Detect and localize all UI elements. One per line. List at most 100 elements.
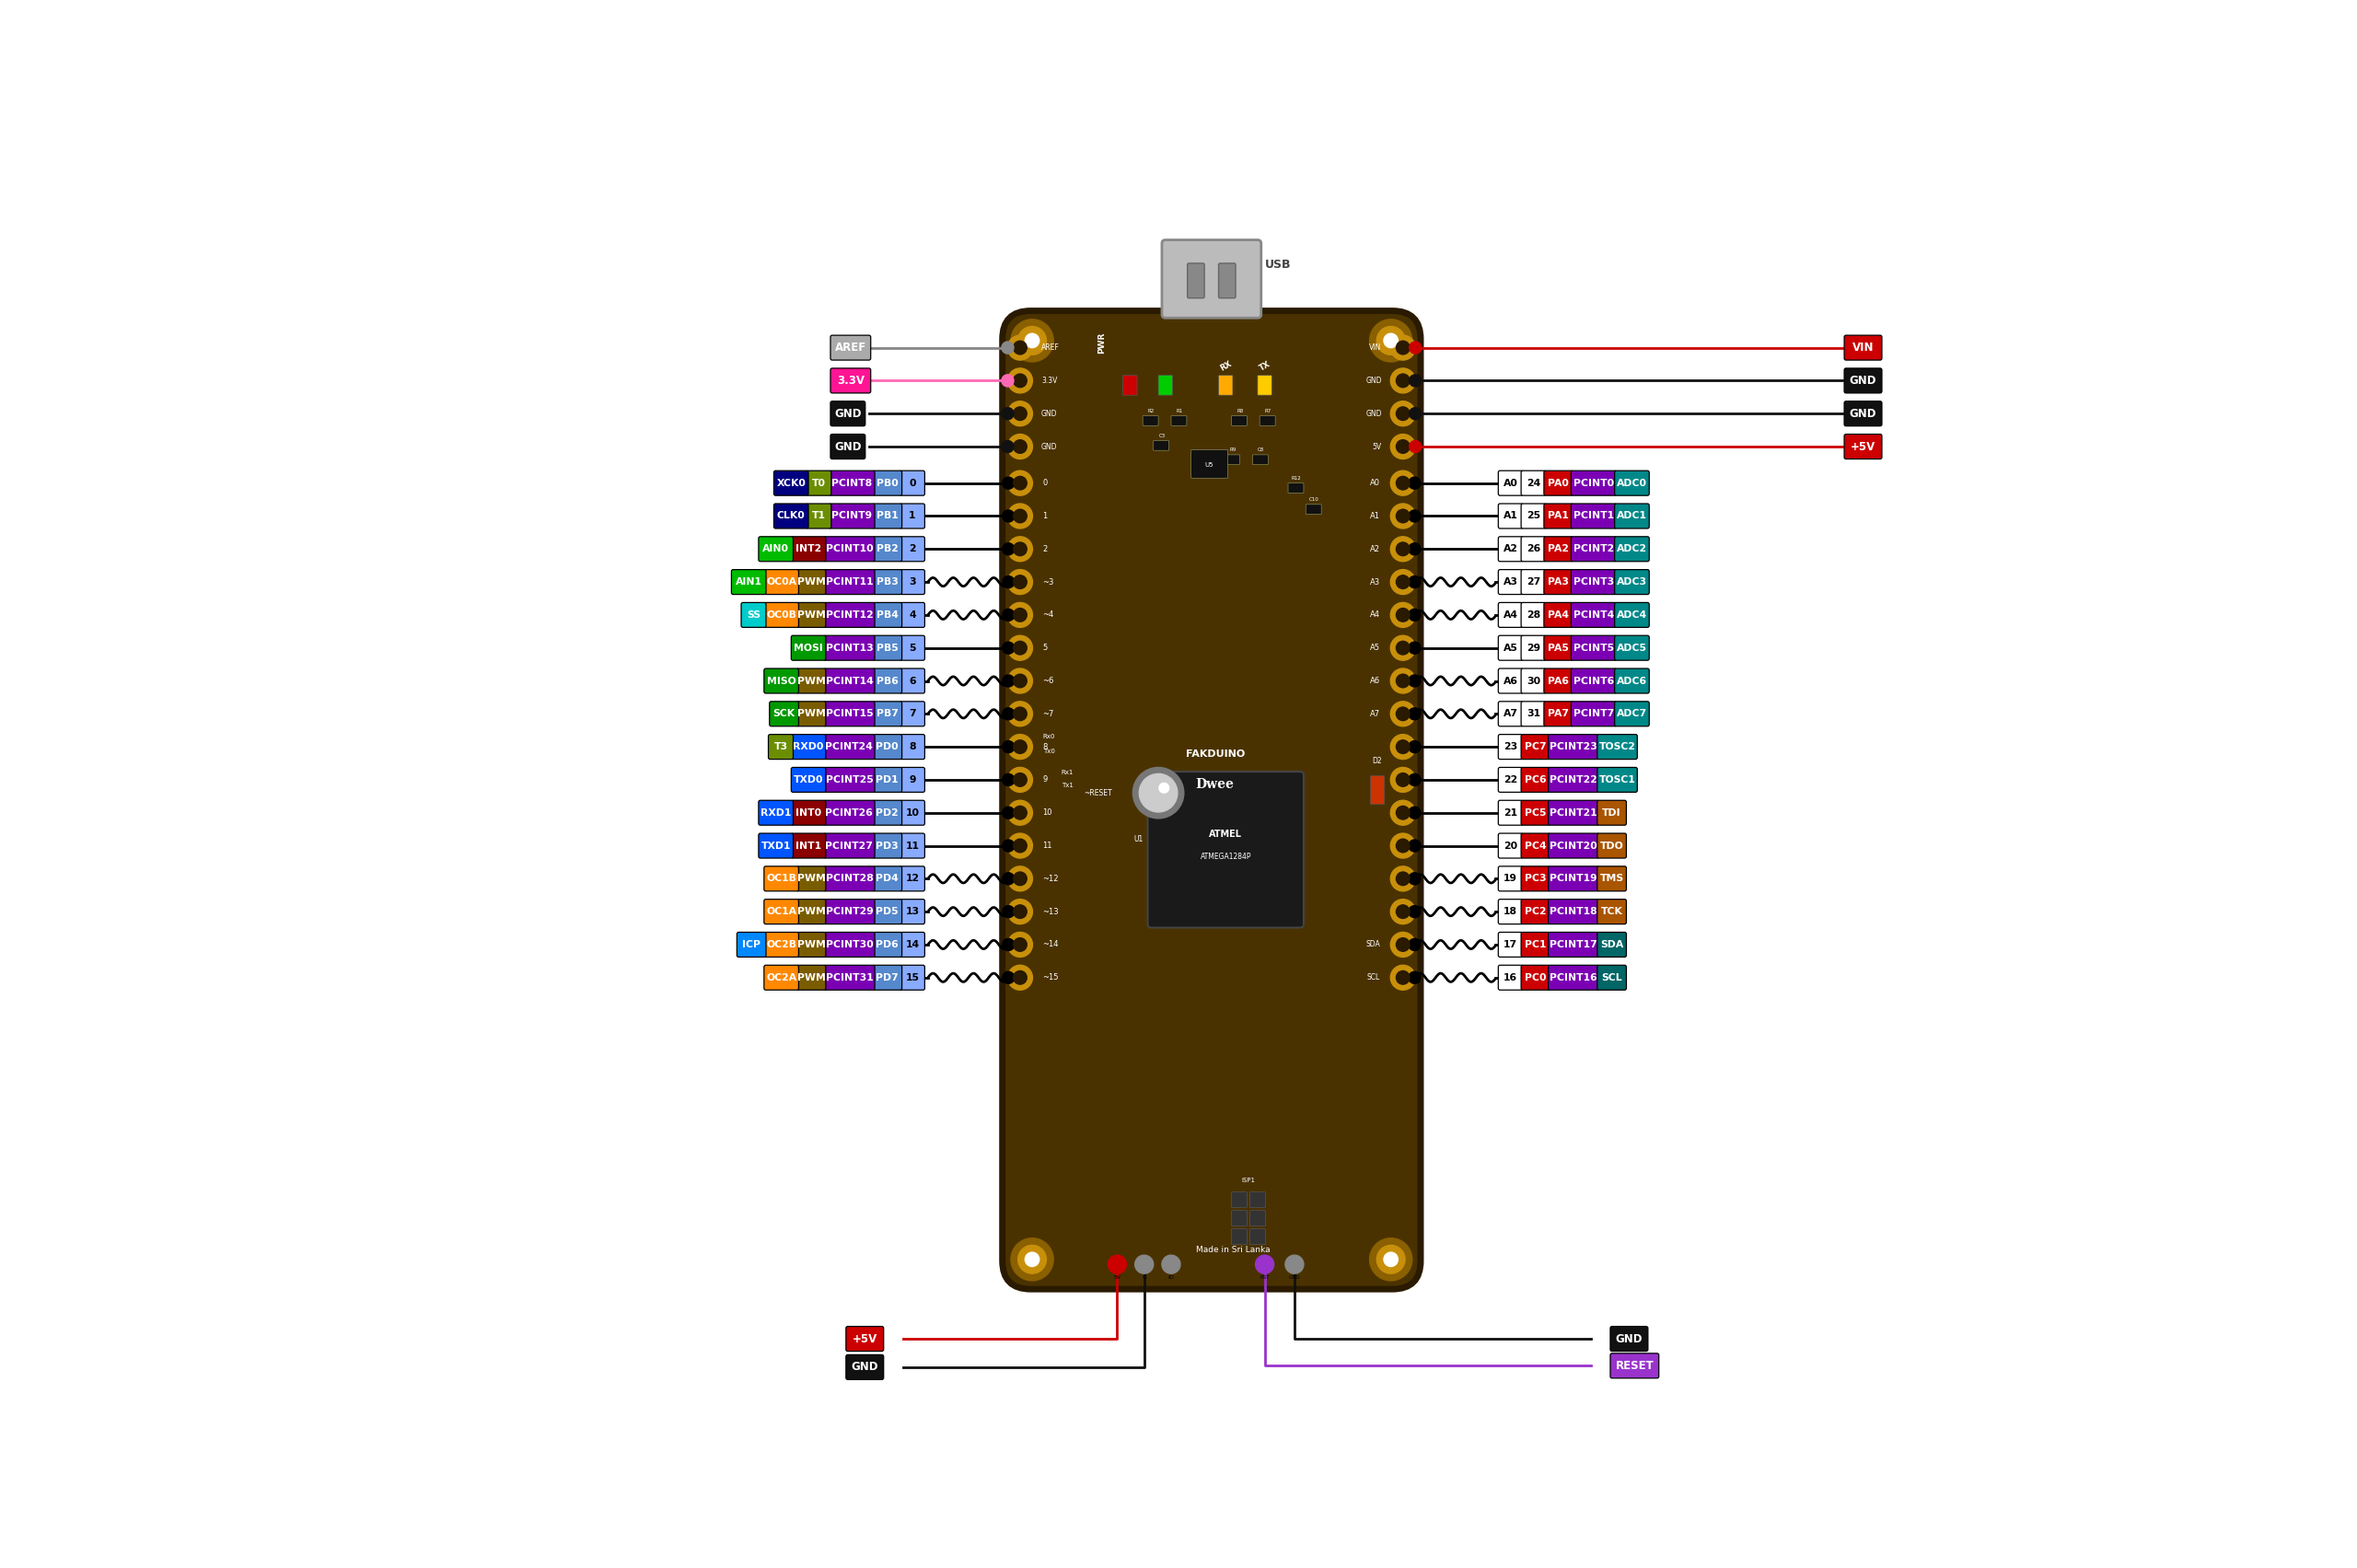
- FancyBboxPatch shape: [797, 898, 825, 924]
- FancyBboxPatch shape: [900, 536, 924, 561]
- Text: 19: 19: [1504, 873, 1518, 883]
- Text: PA0: PA0: [1549, 478, 1570, 488]
- Text: A1: A1: [1369, 511, 1381, 521]
- FancyBboxPatch shape: [764, 569, 799, 594]
- FancyBboxPatch shape: [825, 635, 874, 660]
- Text: T3: T3: [773, 742, 787, 751]
- Text: VIN: VIN: [1853, 342, 1874, 354]
- Circle shape: [1009, 668, 1032, 693]
- Text: PD3: PD3: [877, 840, 898, 850]
- Text: TCK: TCK: [1600, 906, 1624, 916]
- FancyBboxPatch shape: [1549, 833, 1600, 858]
- Circle shape: [1391, 434, 1414, 459]
- Circle shape: [1391, 866, 1414, 891]
- Text: RESET: RESET: [1615, 1359, 1655, 1372]
- FancyBboxPatch shape: [764, 898, 799, 924]
- Text: RXD0: RXD0: [792, 742, 825, 751]
- Text: 6: 6: [910, 676, 917, 685]
- Circle shape: [1409, 510, 1421, 522]
- FancyBboxPatch shape: [872, 933, 903, 956]
- Text: AREF: AREF: [834, 342, 867, 354]
- Text: 7: 7: [910, 709, 917, 718]
- Text: GND: GND: [1365, 376, 1381, 384]
- Circle shape: [1011, 320, 1054, 362]
- Circle shape: [1391, 933, 1414, 956]
- Text: 11: 11: [905, 840, 919, 850]
- FancyBboxPatch shape: [825, 898, 874, 924]
- Text: PCINT26: PCINT26: [825, 808, 872, 817]
- Text: ~13: ~13: [1042, 908, 1058, 916]
- Text: A1: A1: [1504, 511, 1518, 521]
- Text: MOSI: MOSI: [794, 643, 823, 652]
- FancyBboxPatch shape: [1615, 602, 1650, 627]
- Text: GND: GND: [851, 1361, 879, 1374]
- Text: ~7: ~7: [1042, 710, 1054, 718]
- Circle shape: [1384, 1253, 1398, 1267]
- Text: PCINT10: PCINT10: [825, 544, 872, 554]
- FancyBboxPatch shape: [1549, 866, 1600, 891]
- Text: PD2: PD2: [877, 808, 898, 817]
- Circle shape: [1395, 674, 1409, 688]
- FancyBboxPatch shape: [830, 470, 874, 495]
- Circle shape: [1009, 767, 1032, 792]
- Circle shape: [1391, 767, 1414, 792]
- Text: 9: 9: [910, 775, 917, 784]
- Circle shape: [1395, 773, 1409, 787]
- FancyBboxPatch shape: [1615, 701, 1650, 726]
- FancyBboxPatch shape: [900, 767, 924, 792]
- Circle shape: [1002, 641, 1014, 654]
- FancyBboxPatch shape: [1520, 866, 1551, 891]
- FancyBboxPatch shape: [1598, 933, 1626, 956]
- Text: PA4: PA4: [1549, 610, 1570, 619]
- Text: C3: C3: [1160, 433, 1164, 437]
- Text: ADC4: ADC4: [1617, 610, 1648, 619]
- Circle shape: [1002, 375, 1014, 387]
- Text: PD7: PD7: [877, 974, 898, 982]
- Circle shape: [1009, 635, 1032, 660]
- Text: ~3: ~3: [1042, 579, 1054, 586]
- FancyBboxPatch shape: [792, 800, 825, 825]
- FancyBboxPatch shape: [1520, 602, 1546, 627]
- FancyBboxPatch shape: [1499, 833, 1523, 858]
- Text: T1: T1: [811, 511, 825, 521]
- FancyBboxPatch shape: [773, 503, 808, 528]
- FancyBboxPatch shape: [900, 898, 924, 924]
- Text: GND: GND: [834, 408, 860, 420]
- FancyBboxPatch shape: [1369, 776, 1384, 804]
- Text: PA5: PA5: [1549, 643, 1570, 652]
- Text: GND: GND: [1042, 442, 1058, 450]
- Text: PB4: PB4: [877, 610, 898, 619]
- Text: U1: U1: [1134, 834, 1143, 844]
- Text: 22: 22: [1504, 775, 1518, 784]
- Text: 2: 2: [910, 544, 917, 554]
- Text: SCL: SCL: [1600, 974, 1622, 982]
- Text: INT1: INT1: [797, 840, 823, 850]
- FancyBboxPatch shape: [1249, 1192, 1266, 1207]
- Circle shape: [1395, 340, 1409, 354]
- Text: R8: R8: [1237, 409, 1242, 412]
- Circle shape: [1014, 872, 1028, 886]
- Text: PC2: PC2: [1525, 906, 1546, 916]
- FancyBboxPatch shape: [900, 734, 924, 759]
- Text: ADC3: ADC3: [1617, 577, 1648, 586]
- Text: ~14: ~14: [1042, 941, 1058, 949]
- Text: TDI: TDI: [1603, 808, 1622, 817]
- Circle shape: [1395, 707, 1409, 721]
- FancyBboxPatch shape: [846, 1355, 884, 1380]
- FancyBboxPatch shape: [797, 569, 825, 594]
- Text: 13: 13: [905, 906, 919, 916]
- Text: A0: A0: [1369, 478, 1381, 488]
- Text: PD6: PD6: [877, 941, 898, 949]
- Text: ADC5: ADC5: [1617, 643, 1648, 652]
- Circle shape: [1256, 1254, 1273, 1273]
- Text: A4: A4: [1504, 610, 1518, 619]
- FancyBboxPatch shape: [1223, 455, 1240, 464]
- Text: A7: A7: [1504, 709, 1518, 718]
- Text: PWM: PWM: [797, 974, 825, 982]
- Circle shape: [1391, 898, 1414, 924]
- Text: TOSC2: TOSC2: [1598, 742, 1636, 751]
- Text: TOSC1: TOSC1: [1598, 775, 1636, 784]
- Text: PCINT25: PCINT25: [825, 775, 872, 784]
- Text: 28: 28: [1527, 610, 1541, 619]
- Text: PC6: PC6: [1525, 775, 1546, 784]
